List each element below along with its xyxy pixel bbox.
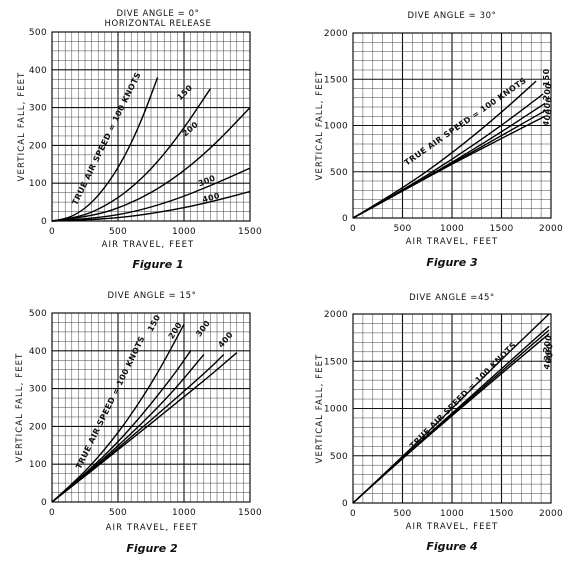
chart-title: DIVE ANGLE = 30° xyxy=(408,11,497,21)
y-tick-label: 100 xyxy=(29,179,47,189)
x-tick-label: 0 xyxy=(49,508,55,518)
series-label: 200 xyxy=(542,82,554,101)
series-line xyxy=(51,354,225,503)
y-tick-label: 0 xyxy=(342,499,348,509)
fig1-chart: 0 500 1000 1500 0 100 200 300 400 500 DIVE ANGLE =… xyxy=(17,9,262,271)
y-tick-label: 500 xyxy=(330,452,348,462)
x-axis-label: AIR TRAVEL, FEET xyxy=(106,523,199,533)
fig4-chart: 0 500 1000 1500 2000 0 500 1000 1500 2000 DIVE ANG… xyxy=(315,293,563,553)
x-tick-label: 1000 xyxy=(440,509,464,519)
grid xyxy=(52,313,250,502)
x-tick-label: 1500 xyxy=(238,227,262,237)
series-line xyxy=(51,167,251,222)
plot-frame xyxy=(51,312,251,503)
y-tick-label: 1000 xyxy=(324,122,348,132)
y-tick-label: 1000 xyxy=(324,405,348,415)
x-tick-label: 1000 xyxy=(172,508,196,518)
series-label: 200 xyxy=(542,334,554,353)
fig3-chart: 0 500 1000 1500 2000 0 500 1000 1500 2000 DIVE ANG… xyxy=(315,11,563,269)
series-label: 300 xyxy=(194,319,212,339)
y-tick-label: 1500 xyxy=(324,75,348,85)
y-tick-label: 200 xyxy=(29,422,47,432)
series-label: 400 xyxy=(541,108,554,127)
series-label: 300 xyxy=(542,342,555,361)
chart-title: DIVE ANGLE = 15° xyxy=(108,291,197,301)
y-tick-label: 400 xyxy=(29,66,47,76)
y-tick-label: 100 xyxy=(29,460,47,470)
y-tick-label: 500 xyxy=(330,168,348,178)
plot-frame xyxy=(352,313,552,504)
x-tick-label: 2000 xyxy=(539,509,563,519)
series-line xyxy=(352,333,550,504)
chart-title: DIVE ANGLE =45° xyxy=(409,293,495,303)
y-tick-label: 0 xyxy=(342,214,348,224)
x-tick-label: 0 xyxy=(350,224,356,234)
series-label: 300 xyxy=(197,173,217,188)
y-axis-label: VERTICAL FALL, FEET xyxy=(315,354,325,464)
chart-title: DIVE ANGLE = 0° xyxy=(117,9,200,19)
y-axis-label: VERTICAL FALL, FEET xyxy=(315,71,325,181)
y-axis-label: VERTICAL FALL, FEET xyxy=(17,72,27,182)
series-label: 150 xyxy=(542,68,551,86)
series-line xyxy=(352,115,546,219)
x-axis-label: AIR TRAVEL, FEET xyxy=(102,240,195,250)
series-line xyxy=(51,323,185,503)
y-tick-label: 2000 xyxy=(324,310,348,320)
x-tick-label: 0 xyxy=(350,509,356,519)
x-tick-label: 1500 xyxy=(489,509,513,519)
y-tick-label: 1500 xyxy=(324,357,348,367)
y-tick-label: 500 xyxy=(29,28,47,38)
y-tick-label: 200 xyxy=(29,141,47,151)
figure-caption: Figure 4 xyxy=(426,540,477,553)
series-line xyxy=(51,350,192,503)
x-tick-label: 0 xyxy=(49,227,55,237)
series-label: 150 xyxy=(146,313,162,333)
x-tick-label: 500 xyxy=(393,509,411,519)
y-tick-label: 300 xyxy=(29,104,47,114)
y-tick-label: 500 xyxy=(29,309,47,319)
series-line xyxy=(51,107,251,222)
series-line xyxy=(51,352,238,503)
x-tick-label: 1500 xyxy=(238,508,262,518)
y-tick-label: 0 xyxy=(41,217,47,227)
x-tick-label: 500 xyxy=(109,227,127,237)
x-tick-label: 500 xyxy=(393,224,411,234)
figure-caption: Figure 3 xyxy=(426,256,478,269)
series-line xyxy=(51,190,251,222)
plot-frame xyxy=(352,32,552,219)
plot-frame xyxy=(51,31,251,222)
x-tick-label: 1000 xyxy=(172,227,196,237)
series-line xyxy=(51,77,159,222)
series-label: 300 xyxy=(541,96,554,115)
y-axis-label: VERTICAL FALL, FEET xyxy=(15,353,25,463)
x-tick-label: 2000 xyxy=(539,224,563,234)
series-label: 400 xyxy=(542,351,555,371)
x-tick-label: 500 xyxy=(109,508,127,518)
series-line xyxy=(352,80,537,219)
y-tick-label: 2000 xyxy=(324,29,348,39)
series-line xyxy=(51,88,211,222)
series-line xyxy=(352,313,550,504)
x-axis-label: AIR TRAVEL, FEET xyxy=(406,522,499,532)
x-tick-label: 1000 xyxy=(440,224,464,234)
figure-caption: Figure 1 xyxy=(132,258,183,271)
y-tick-label: 400 xyxy=(29,347,47,357)
series-label: 150 xyxy=(175,83,194,102)
series-label: 400 xyxy=(201,191,221,204)
x-axis-label: AIR TRAVEL, FEET xyxy=(406,237,499,247)
figure-caption: Figure 2 xyxy=(126,542,178,555)
y-tick-label: 0 xyxy=(41,498,47,508)
chart-subtitle: HORIZONTAL RELEASE xyxy=(105,19,212,29)
series-label: 400 xyxy=(216,330,234,350)
y-tick-label: 300 xyxy=(29,385,47,395)
x-tick-label: 1500 xyxy=(489,224,513,234)
